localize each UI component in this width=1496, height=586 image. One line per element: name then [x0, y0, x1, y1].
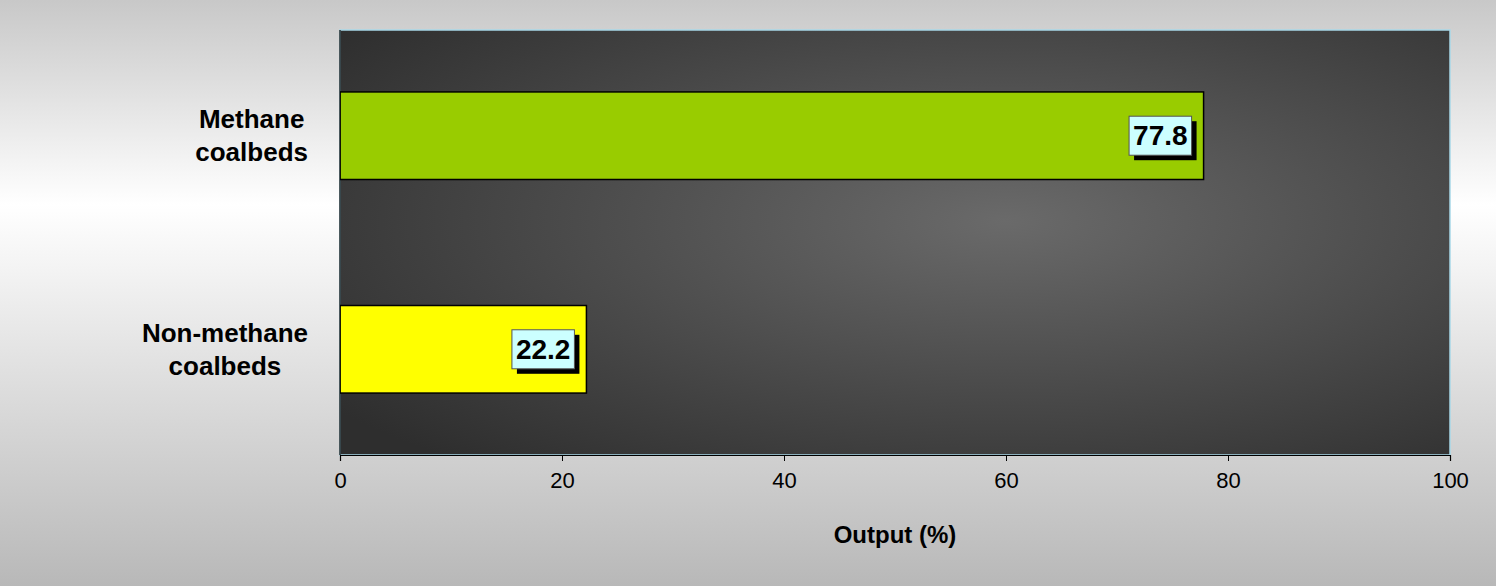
data-label: 77.8 — [1129, 116, 1197, 160]
data-labels: 77.8 22.2 — [512, 116, 1197, 374]
x-tick: 40 — [772, 455, 796, 493]
data-label-text: 22.2 — [516, 334, 571, 365]
data-label: 22.2 — [512, 330, 580, 374]
x-tick-label: 20 — [550, 468, 574, 493]
bars — [340, 92, 1204, 393]
x-axis-line — [341, 456, 1451, 462]
y-tick-label: Non-methanecoalbeds — [142, 318, 308, 381]
x-tick-mark — [1006, 455, 1007, 461]
x-tick-label: 0 — [334, 468, 346, 493]
x-axis: 0 20 40 60 80 100 — [334, 455, 1468, 493]
label-line: coalbeds — [195, 137, 308, 167]
y-tick-label: Methanecoalbeds — [195, 104, 308, 167]
background — [0, 0, 1496, 586]
x-tick-label: 60 — [994, 468, 1018, 493]
x-tick-label: 100 — [1432, 468, 1469, 493]
x-axis-title: Output (%) — [834, 521, 957, 548]
x-tick-mark — [340, 455, 341, 461]
chart: 020406080100MethanecoalbedsNon-methaneco… — [0, 0, 1496, 586]
x-tick: 20 — [550, 455, 574, 493]
plot: 020406080100MethanecoalbedsNon-methaneco… — [142, 30, 1469, 493]
label-line: Non-methane — [142, 318, 308, 348]
x-tick: 60 — [994, 455, 1018, 493]
label-line: coalbeds — [169, 351, 282, 381]
x-tick-mark — [562, 455, 563, 461]
bar — [340, 306, 586, 394]
y-axis-line — [339, 30, 340, 455]
label-box — [512, 330, 575, 369]
x-tick-label: 40 — [772, 468, 796, 493]
x-tick-mark — [1450, 455, 1451, 461]
x-tick: 100 — [1432, 455, 1469, 493]
label-line: Methane — [199, 104, 304, 134]
data-label-text: 77.8 — [1133, 120, 1188, 151]
label-box — [1129, 116, 1192, 155]
plot-area — [340, 30, 1450, 455]
x-tick-mark — [784, 455, 785, 461]
x-tick: 0 — [334, 455, 346, 493]
x-tick-mark — [1228, 455, 1229, 461]
x-tick: 80 — [1216, 455, 1240, 493]
bar — [340, 92, 1204, 180]
x-tick-label: 80 — [1216, 468, 1240, 493]
y-axis: MethanecoalbedsNon-methanecoalbeds — [142, 104, 308, 380]
